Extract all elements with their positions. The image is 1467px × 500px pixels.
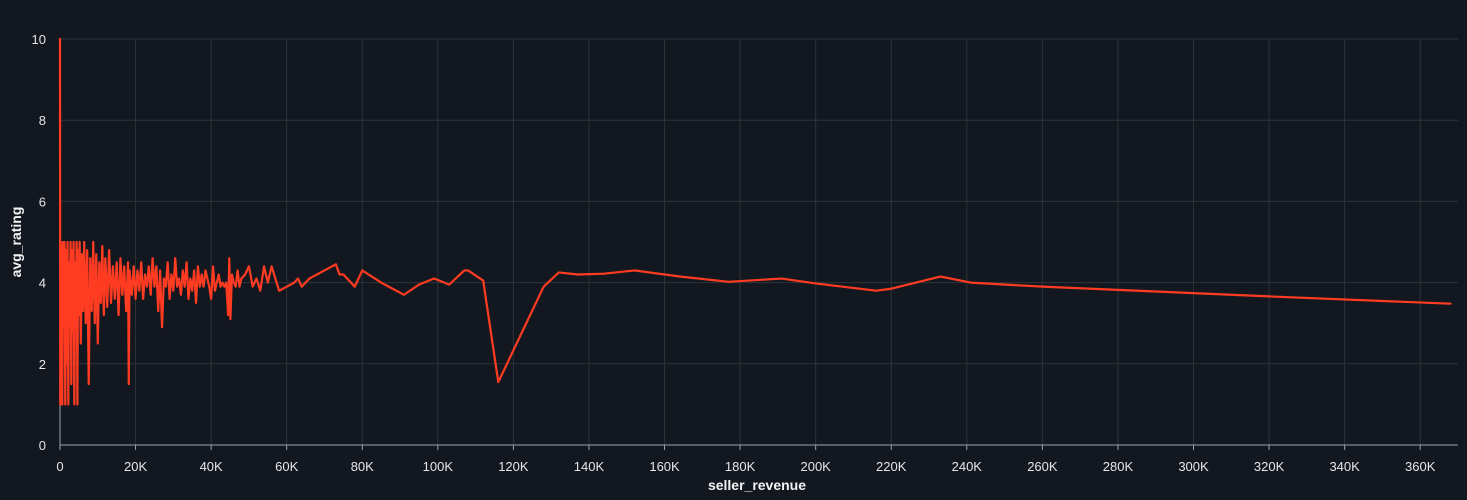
series-line bbox=[58, 37, 1452, 406]
x-tick-label: 0 bbox=[56, 459, 63, 474]
y-tick-label: 0 bbox=[39, 438, 46, 453]
grid bbox=[60, 38, 1458, 445]
y-tick-label: 6 bbox=[39, 194, 46, 209]
x-tick-label: 340K bbox=[1329, 459, 1360, 474]
x-tick-label: 220K bbox=[876, 459, 907, 474]
x-axis-title: seller_revenue bbox=[708, 477, 806, 493]
x-tick-label: 180K bbox=[725, 459, 756, 474]
x-tick-label: 80K bbox=[351, 459, 374, 474]
x-tick-label: 360K bbox=[1405, 459, 1436, 474]
x-tick-label: 240K bbox=[952, 459, 983, 474]
tick-labels: 0 20K 40K 60K 80K 100K 120K 140K 160K 180K 200K 220… bbox=[32, 32, 1436, 474]
x-tick-label: 60K bbox=[275, 459, 298, 474]
x-tick-label: 20K bbox=[124, 459, 147, 474]
y-tick-label: 4 bbox=[39, 276, 46, 291]
y-axis-title: avg_rating bbox=[8, 207, 24, 278]
x-tick-label: 300K bbox=[1178, 459, 1209, 474]
series-layer bbox=[58, 37, 1452, 406]
x-tick-label: 260K bbox=[1027, 459, 1058, 474]
x-tick-label: 100K bbox=[423, 459, 454, 474]
axes bbox=[59, 39, 1458, 450]
x-tick-label: 320K bbox=[1254, 459, 1285, 474]
x-tick-label: 40K bbox=[200, 459, 223, 474]
y-tick-label: 8 bbox=[39, 113, 46, 128]
x-tick-label: 120K bbox=[498, 459, 529, 474]
x-tick-label: 280K bbox=[1103, 459, 1134, 474]
y-tick-label: 2 bbox=[39, 357, 46, 372]
x-tick-label: 160K bbox=[649, 459, 680, 474]
x-tick-label: 140K bbox=[574, 459, 605, 474]
x-tick-label: 200K bbox=[800, 459, 831, 474]
y-tick-label: 10 bbox=[32, 32, 46, 47]
